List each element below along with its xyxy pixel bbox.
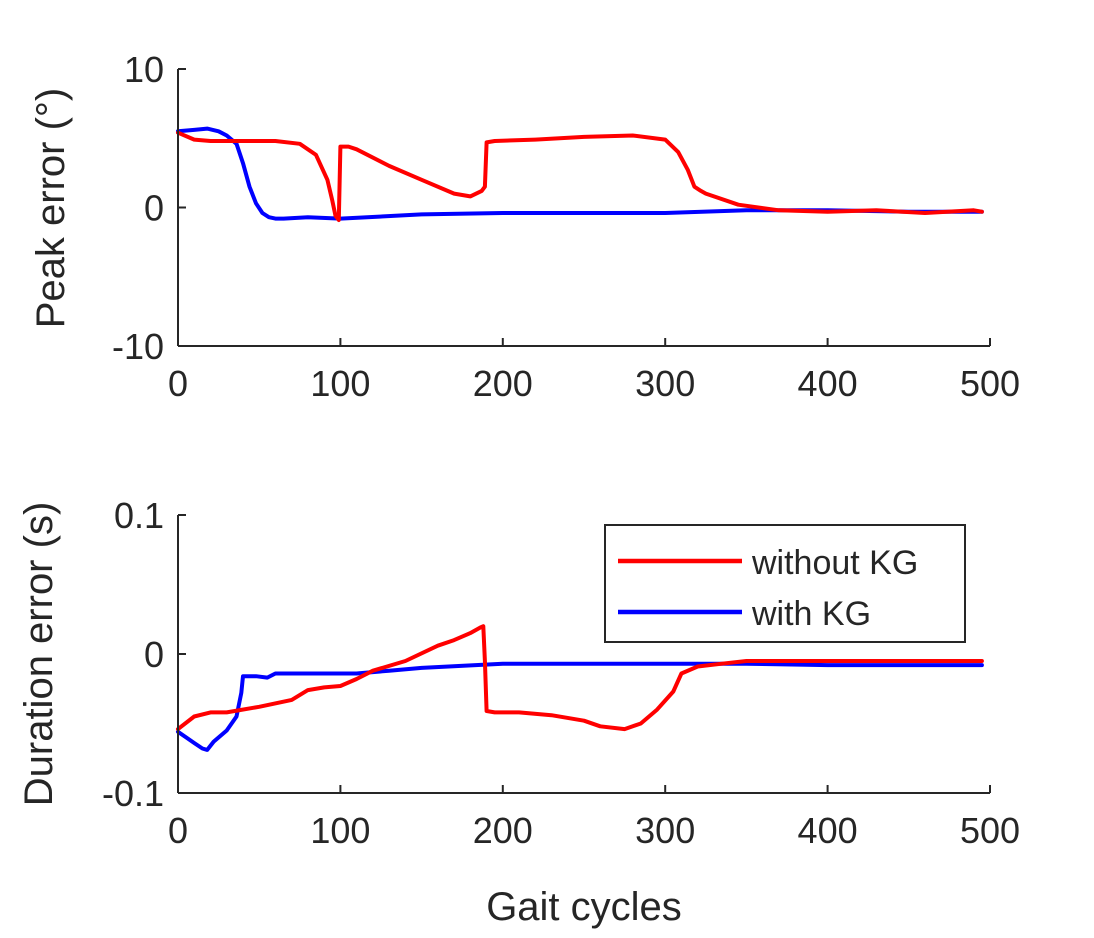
top-x-tick-label: 100: [310, 363, 370, 404]
bottom-series-line-without-kg: [176, 624, 984, 732]
bottom-y-tick-label: 0: [144, 634, 164, 675]
top-series-line-with-kg: [176, 126, 984, 221]
legend: without KG with KG: [604, 524, 966, 643]
bottom-series-line-with-kg: [176, 661, 984, 752]
bottom-x-tick-label: 400: [798, 810, 858, 851]
top-series-lines: [176, 126, 984, 222]
bottom-series-lines: [176, 624, 984, 752]
legend-label-without-kg: without KG: [751, 544, 918, 582]
top-series-line-without-kg: [176, 130, 984, 222]
top-x-tick-label: 300: [635, 363, 695, 404]
top-y-tick-label: 10: [124, 49, 164, 90]
bottom-x-tick-label: 100: [310, 810, 370, 851]
bottom-y-tick-label: 0.1: [114, 495, 164, 536]
bottom-ylabel: Duration error (s): [17, 502, 61, 807]
top-ylabel: Peak error (°): [29, 88, 73, 329]
bottom-panel: 0 100 200 300 400 500-0.100.1 Duration error …: [17, 495, 1020, 929]
top-y-tick-label: 0: [144, 188, 164, 229]
bottom-x-tick-label: 500: [960, 810, 1020, 851]
top-x-tick-label: 0: [168, 363, 188, 404]
bottom-xlabel: Gait cycles: [486, 885, 682, 929]
bottom-x-tick-label: 0: [168, 810, 188, 851]
top-x-tick-label: 200: [473, 363, 533, 404]
top-x-tick-label: 500: [960, 363, 1020, 404]
bottom-x-tick-label: 300: [635, 810, 695, 851]
legend-label-with-kg: with KG: [751, 595, 871, 633]
legend-box: [604, 524, 966, 643]
bottom-x-tick-label: 200: [473, 810, 533, 851]
bottom-y-tick-label: -0.1: [102, 773, 164, 814]
top-y-tick-label: -10: [112, 326, 164, 367]
top-x-tick-label: 400: [798, 363, 858, 404]
bottom-ticks: 0 100 200 300 400 500-0.100.1: [102, 495, 1020, 851]
